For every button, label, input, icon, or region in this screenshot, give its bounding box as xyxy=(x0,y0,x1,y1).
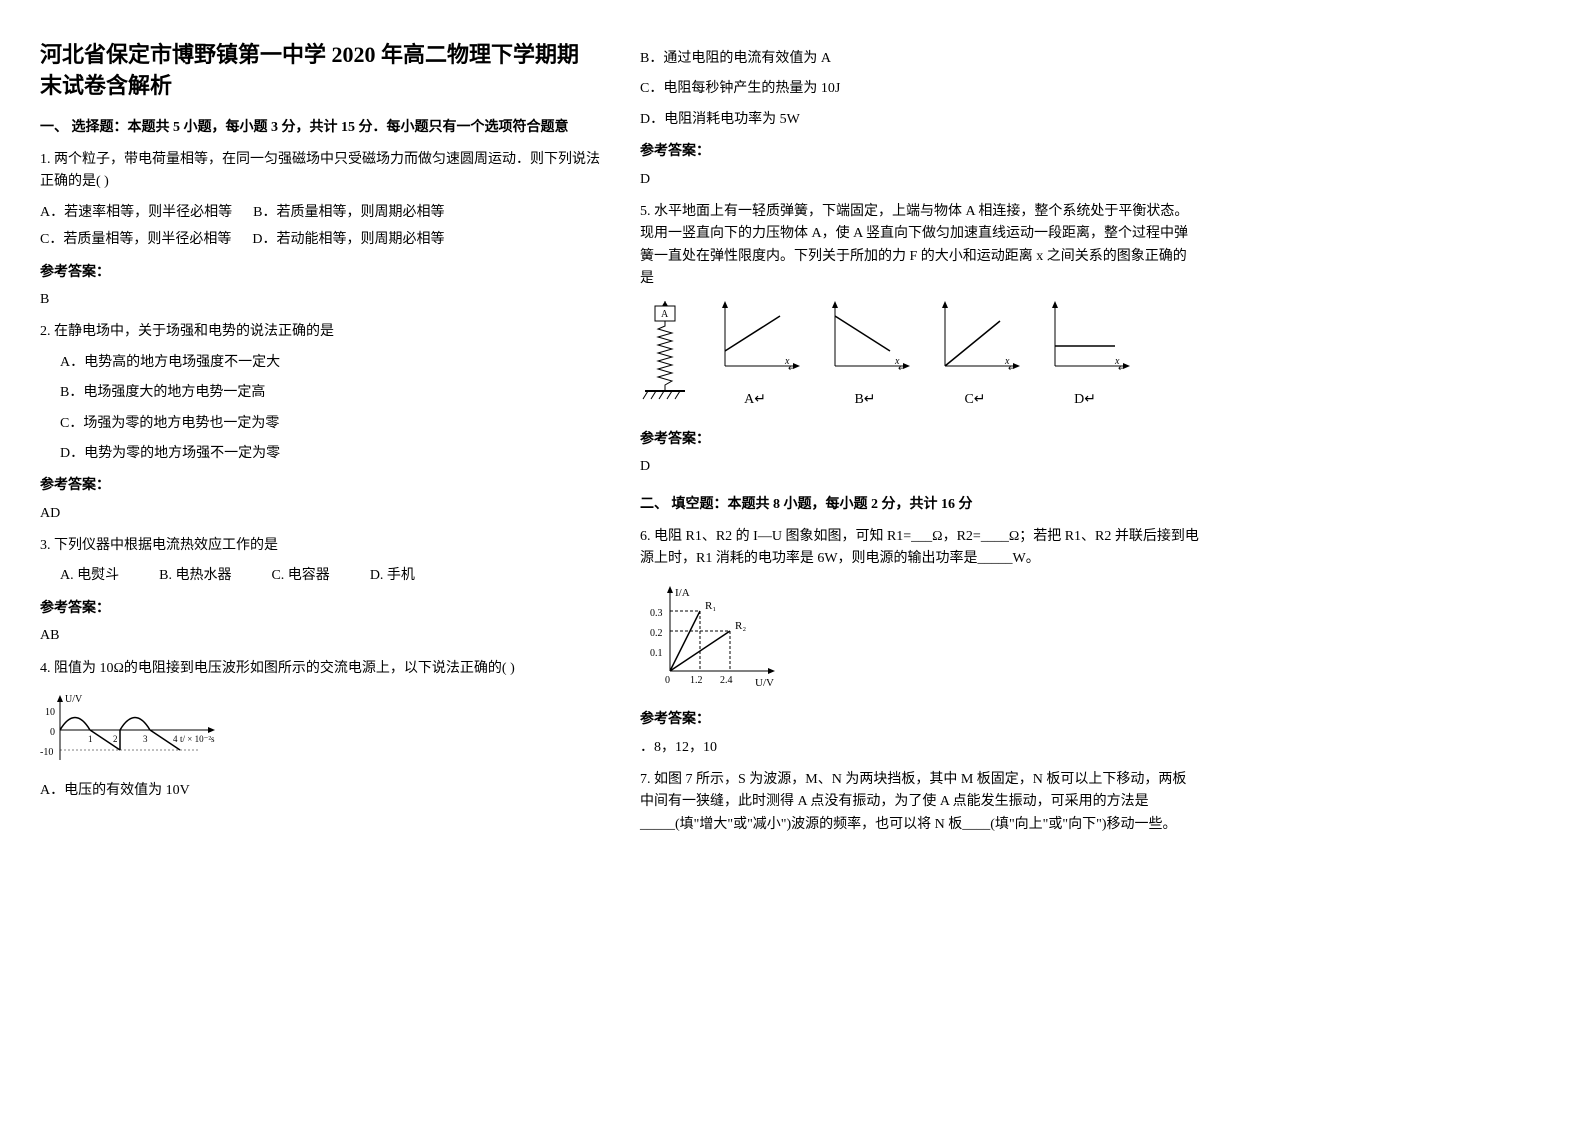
q6-x1: 1.2 xyxy=(690,675,703,686)
graph-c-svg: x ↵ xyxy=(930,301,1020,381)
section1-header: 一、 选择题：本题共 5 小题，每小题 3 分，共计 15 分．每小题只有一个选… xyxy=(40,117,600,139)
q3-opt-a: A. 电熨斗 xyxy=(60,565,119,587)
left-column: 河北省保定市博野镇第一中学 2020 年高二物理下学期期末试卷含解析 一、 选择… xyxy=(40,40,600,846)
q5-label-b: B↵ xyxy=(820,389,910,411)
q7-text: 7. 如图 7 所示，S 为波源，M、N 为两块挡板，其中 M 板固定，N 板可… xyxy=(640,769,1200,836)
wave-ylabel: U/V xyxy=(65,694,83,705)
q1-options-2: C．若质量相等，则半径必相等 D．若动能相等，则周期必相等 xyxy=(40,229,600,251)
q5-label-c: C↵ xyxy=(930,389,1020,411)
q1-answer-label: 参考答案： xyxy=(40,262,600,284)
q6-y3: 0.3 xyxy=(650,608,663,619)
question-7: 7. 如图 7 所示，S 为波源，M、N 为两块挡板，其中 M 板固定，N 板可… xyxy=(640,769,1200,836)
q6-answer: ．8，12，10 xyxy=(640,737,1200,759)
svg-text:↵: ↵ xyxy=(1118,363,1126,373)
q2-opt-a: A．电势高的地方电场强度不一定大 xyxy=(40,352,600,374)
wave-ymax: 10 xyxy=(45,707,55,718)
q4-opt-a: A．电压的有效值为 10V xyxy=(40,780,600,802)
q5-answer-label: 参考答案： xyxy=(640,429,1200,451)
q2-answer-label: 参考答案： xyxy=(40,475,600,497)
q5-spring-diagram: A xyxy=(640,301,690,419)
q5-graph-c: x ↵ C↵ xyxy=(930,301,1020,419)
q6-r2: R₂ xyxy=(735,620,746,632)
wave-x1: 1 xyxy=(88,734,93,744)
q6-ylabel: I/A xyxy=(675,587,690,599)
q5-graph-a: x ↵ A↵ xyxy=(710,301,800,419)
q6-answer-label: 参考答案： xyxy=(640,709,1200,731)
question-2: 2. 在静电场中，关于场强和电势的说法正确的是 A．电势高的地方电场强度不一定大… xyxy=(40,321,600,525)
q1-answer: B xyxy=(40,289,600,311)
q2-opt-d: D．电势为零的地方场强不一定为零 xyxy=(40,443,600,465)
q5-graph-b: x ↵ B↵ xyxy=(820,301,910,419)
q5-answer: D xyxy=(640,456,1200,478)
question-5: 5. 水平地面上有一轻质弹簧，下端固定，上端与物体 A 相连接，整个系统处于平衡… xyxy=(640,201,1200,479)
q1-opt-b: B．若质量相等，则周期必相等 xyxy=(253,205,444,220)
q5-graph-d: x ↵ D↵ xyxy=(1040,301,1130,419)
q4-opt-c: C．电阻每秒钟产生的热量为 10J xyxy=(640,78,1200,100)
q1-options: A．若速率相等，则半径必相等 B．若质量相等，则周期必相等 xyxy=(40,202,600,224)
svg-text:↵: ↵ xyxy=(898,363,906,373)
q5-text: 5. 水平地面上有一轻质弹簧，下端固定，上端与物体 A 相连接，整个系统处于平衡… xyxy=(640,201,1200,291)
q1-opt-d: D．若动能相等，则周期必相等 xyxy=(252,232,444,247)
q3-answer: AB xyxy=(40,625,600,647)
q4-opt-b: B．通过电阻的电流有效值为 A xyxy=(640,48,1200,70)
q4-waveform-figure: U/V 10 0 -10 1 2 3 4 t/ × 10⁻²s xyxy=(40,690,600,770)
q6-xlabel: U/V xyxy=(755,677,774,689)
q6-x2: 2.4 xyxy=(720,675,733,686)
graph-d-svg: x ↵ xyxy=(1040,301,1130,381)
section2-header: 二、 填空题：本题共 8 小题，每小题 2 分，共计 16 分 xyxy=(640,494,1200,516)
q4-answer: D xyxy=(640,169,1200,191)
svg-text:↵: ↵ xyxy=(788,363,796,373)
wave-x2: 2 xyxy=(113,734,118,744)
right-column: B．通过电阻的电流有效值为 A C．电阻每秒钟产生的热量为 10J D．电阻消耗… xyxy=(640,40,1200,846)
question-4: 4. 阻值为 10Ω的电阻接到电压波形如图所示的交流电源上，以下说法正确的( )… xyxy=(40,658,600,803)
svg-text:A: A xyxy=(661,309,669,320)
wave-ymin: -10 xyxy=(40,747,53,758)
q1-text: 1. 两个粒子，带电荷量相等，在同一匀强磁场中只受磁场力而做匀速圆周运动．则下列… xyxy=(40,149,600,194)
wave-zero: 0 xyxy=(50,727,55,738)
q3-opt-d: D. 手机 xyxy=(370,565,415,587)
q4-opt-d: D．电阻消耗电功率为 5W xyxy=(640,109,1200,131)
wave-x3: 3 xyxy=(143,734,148,744)
document-title: 河北省保定市博野镇第一中学 2020 年高二物理下学期期末试卷含解析 xyxy=(40,40,600,102)
spring-svg: A xyxy=(640,301,690,411)
q3-options: A. 电熨斗 B. 电热水器 C. 电容器 D. 手机 xyxy=(40,565,600,587)
question-3: 3. 下列仪器中根据电流热效应工作的是 A. 电熨斗 B. 电热水器 C. 电容… xyxy=(40,535,600,648)
q2-opt-b: B．电场强度大的地方电势一定高 xyxy=(40,382,600,404)
q5-label-d: D↵ xyxy=(1040,389,1130,411)
q3-opt-b: B. 电热水器 xyxy=(159,565,231,587)
q6-r1: R₁ xyxy=(705,600,716,612)
q3-answer-label: 参考答案： xyxy=(40,598,600,620)
graph-a-svg: x ↵ xyxy=(710,301,800,381)
q5-label-a: A↵ xyxy=(710,389,800,411)
q2-opt-c: C．场强为零的地方电势也一定为零 xyxy=(40,413,600,435)
q1-opt-c: C．若质量相等，则半径必相等 xyxy=(40,232,231,247)
q3-opt-c: C. 电容器 xyxy=(271,565,329,587)
q3-text: 3. 下列仪器中根据电流热效应工作的是 xyxy=(40,535,600,557)
svg-text:↵: ↵ xyxy=(1008,363,1016,373)
q6-svg: I/A U/V 0.3 0.2 0.1 0 1.2 2.4 R₁ R₂ xyxy=(640,581,790,691)
q6-y1: 0.1 xyxy=(650,648,663,659)
q6-text: 6. 电阻 R1、R2 的 I—U 图象如图，可知 R1=___Ω，R2=___… xyxy=(640,526,1200,571)
q5-graph-set: A x xyxy=(640,301,1200,419)
q6-y2: 0.2 xyxy=(650,628,663,639)
wave-x4: 4 xyxy=(173,734,178,744)
wave-xlabel: t/ × 10⁻²s xyxy=(180,734,215,744)
question-6: 6. 电阻 R1、R2 的 I—U 图象如图，可知 R1=___Ω，R2=___… xyxy=(640,526,1200,759)
q6-graph: I/A U/V 0.3 0.2 0.1 0 1.2 2.4 R₁ R₂ xyxy=(640,581,1200,699)
q2-text: 2. 在静电场中，关于场强和电势的说法正确的是 xyxy=(40,321,600,343)
q4-text: 4. 阻值为 10Ω的电阻接到电压波形如图所示的交流电源上，以下说法正确的( ) xyxy=(40,658,600,680)
svg-text:0: 0 xyxy=(665,675,670,686)
question-1: 1. 两个粒子，带电荷量相等，在同一匀强磁场中只受磁场力而做匀速圆周运动．则下列… xyxy=(40,149,600,311)
graph-b-svg: x ↵ xyxy=(820,301,910,381)
q4-answer-label: 参考答案： xyxy=(640,141,1200,163)
waveform-svg: U/V 10 0 -10 1 2 3 4 t/ × 10⁻²s xyxy=(40,690,220,770)
q1-opt-a: A．若速率相等，则半径必相等 xyxy=(40,205,232,220)
q2-answer: AD xyxy=(40,503,600,525)
